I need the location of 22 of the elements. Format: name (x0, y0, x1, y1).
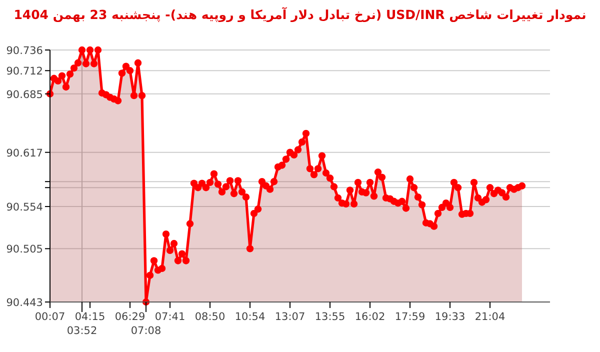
x-tick-label: 08:50 (194, 311, 226, 323)
x-tick-label: 13:55 (314, 311, 346, 323)
x-tick-label: 03:52 (66, 325, 98, 337)
x-tick-label: 06:29 (114, 311, 146, 323)
x-tick-label: 16:02 (354, 311, 386, 323)
y-tick-label: 90.505 (6, 244, 43, 256)
x-tick-label: 00:07 (34, 311, 66, 323)
x-tick-label: 10:54 (234, 311, 266, 323)
y-tick-label: 90.617 (6, 147, 43, 160)
x-tick-label: 07:08 (130, 325, 162, 337)
x-tick-label: 21:04 (474, 311, 506, 323)
y-tick-label: 90.736 (6, 45, 44, 57)
x-tick-label: 07:41 (154, 311, 186, 323)
y-tick-label: 90.685 (6, 88, 43, 101)
y-tick-label: 90.554 (6, 202, 44, 214)
y-tick-label: 90.443 (6, 297, 43, 309)
x-tick-label: 19:33 (434, 311, 466, 323)
chart-title: نمودار تغییرات شاخص USD/INR (نرخ تبادل دلار آمریکا و روپیه هند)- پنجشنبه 23 بهمن 1404 (14, 7, 586, 23)
x-tick-label: 13:07 (274, 311, 306, 323)
x-tick-label: 17:59 (394, 311, 426, 323)
x-tick-label: 04:15 (74, 311, 106, 323)
y-tick-label: 90.712 (6, 66, 43, 78)
